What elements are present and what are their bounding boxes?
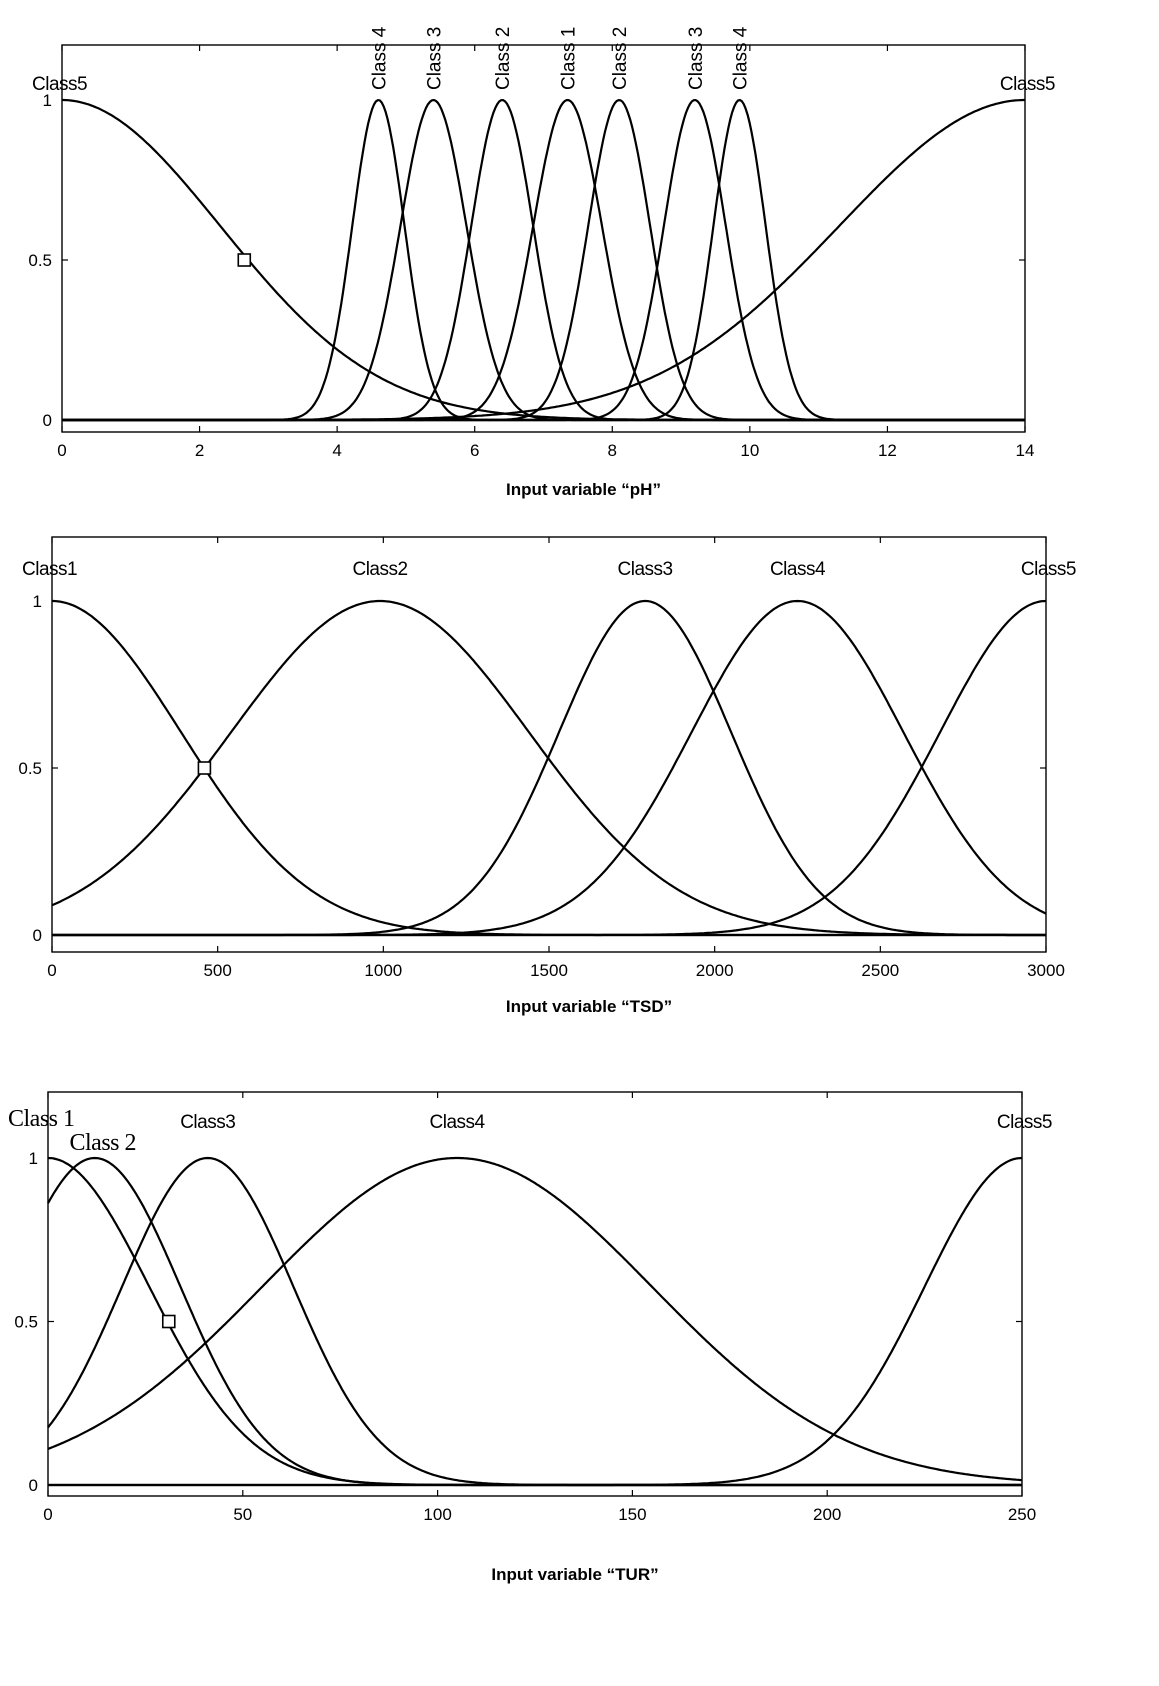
membership-curve bbox=[62, 99, 1025, 422]
x-tick-label: 0 bbox=[43, 1505, 52, 1524]
series-label: Class5 bbox=[32, 74, 87, 95]
x-tick-label: 14 bbox=[1016, 441, 1035, 460]
x-tick-label: 500 bbox=[203, 961, 231, 980]
x-tick-label: 10 bbox=[740, 441, 759, 460]
y-tick-label: 0.5 bbox=[28, 251, 52, 270]
x-tick-label: 200 bbox=[813, 1505, 841, 1524]
y-tick-label: 1 bbox=[43, 91, 52, 110]
x-tick-label: 6 bbox=[470, 441, 479, 460]
series-label: Class3 bbox=[180, 1112, 235, 1133]
y-tick-label: 0 bbox=[33, 926, 42, 945]
series-label: Class2 bbox=[352, 559, 407, 580]
x-tick-label: 150 bbox=[618, 1505, 646, 1524]
x-tick-label: 0 bbox=[47, 961, 56, 980]
membership-curve bbox=[62, 98, 1025, 422]
y-tick-label: 0 bbox=[29, 1476, 38, 1495]
x-tick-label: 3000 bbox=[1027, 961, 1065, 980]
series-label: Class 2 bbox=[69, 1130, 136, 1156]
x-tick-label: 1500 bbox=[530, 961, 568, 980]
chart-panel-2: 0 500 1000 1500 2000 2500 3000 0 0.5 1 Class1 Class… bbox=[18, 536, 1077, 1016]
series-label: Class 1 bbox=[8, 1106, 75, 1132]
series-label: Class 3 bbox=[424, 27, 445, 90]
series-label: Class 4 bbox=[731, 26, 752, 90]
membership-curve bbox=[52, 599, 1047, 937]
x-axis-label: Input variable “TUR” bbox=[491, 1565, 658, 1584]
series-label: Class5 bbox=[1021, 559, 1076, 580]
x-tick-label: 2 bbox=[195, 441, 204, 460]
series-label: Class3 bbox=[618, 559, 673, 580]
x-tick-label: 100 bbox=[423, 1505, 451, 1524]
y-tick-label: 0 bbox=[43, 411, 52, 430]
membership-curve bbox=[62, 98, 1025, 422]
y-tick-label: 1 bbox=[29, 1149, 38, 1168]
plot-frame bbox=[47, 1091, 1023, 1497]
membership-curve bbox=[48, 1156, 1023, 1487]
series-label: Class 2 bbox=[493, 27, 514, 90]
membership-curve bbox=[62, 98, 1025, 422]
x-tick-label: 4 bbox=[332, 441, 341, 460]
membership-curve bbox=[47, 1156, 1022, 1487]
x-tick-label: 0 bbox=[57, 441, 66, 460]
series-label: Class 3 bbox=[686, 27, 707, 90]
y-tick-label: 0.5 bbox=[18, 759, 42, 778]
x-tick-label: 8 bbox=[608, 441, 617, 460]
membership-curve bbox=[47, 1156, 1023, 1482]
series-label: Class5 bbox=[1000, 74, 1055, 95]
selection-marker bbox=[161, 1314, 176, 1329]
x-axis-label: Input variable “TSD” bbox=[506, 997, 672, 1016]
plot-frame bbox=[51, 536, 1047, 953]
series-label: Class5 bbox=[997, 1112, 1052, 1133]
plot-frame bbox=[61, 44, 1026, 433]
membership-curve bbox=[47, 1156, 1022, 1487]
membership-curve bbox=[62, 98, 1025, 422]
membership-curve bbox=[47, 1156, 1022, 1487]
membership-curve bbox=[62, 98, 1025, 422]
selection-marker bbox=[237, 253, 252, 267]
y-tick-label: 0.5 bbox=[14, 1313, 38, 1332]
series-label: Class 4 bbox=[369, 26, 390, 90]
series-label: Class4 bbox=[430, 1112, 486, 1133]
series-label: Class 2 bbox=[610, 27, 631, 90]
x-tick-label: 1000 bbox=[364, 961, 402, 980]
x-tick-label: 250 bbox=[1008, 1505, 1036, 1524]
series-label: Class1 bbox=[22, 559, 77, 580]
membership-curve bbox=[62, 98, 1025, 422]
series-label: Class4 bbox=[770, 559, 826, 580]
x-tick-label: 2000 bbox=[696, 961, 734, 980]
membership-curve bbox=[62, 98, 1025, 422]
x-tick-label: 2500 bbox=[861, 961, 899, 980]
series-label: Class 1 bbox=[559, 27, 580, 90]
membership-curve bbox=[62, 98, 1025, 422]
selection-marker bbox=[197, 761, 212, 775]
x-tick-label: 12 bbox=[878, 441, 897, 460]
membership-curve bbox=[51, 599, 1046, 937]
x-axis-label: Input variable “pH” bbox=[506, 480, 661, 499]
x-tick-label: 50 bbox=[233, 1505, 252, 1524]
y-tick-label: 1 bbox=[33, 592, 42, 611]
